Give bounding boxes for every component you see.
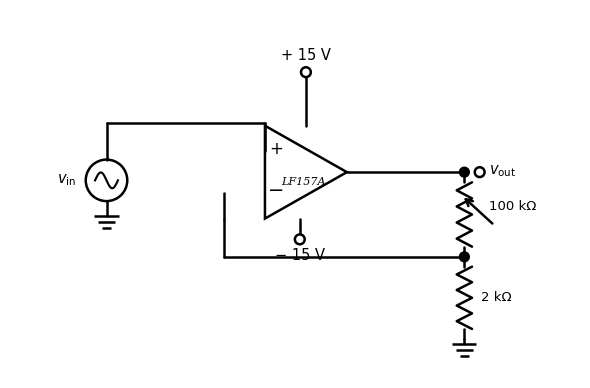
Text: +: + <box>269 140 283 158</box>
Circle shape <box>460 167 469 177</box>
Text: + 15 V: + 15 V <box>281 48 331 63</box>
Text: $v_{\rm out}$: $v_{\rm out}$ <box>489 163 516 179</box>
Circle shape <box>301 67 311 77</box>
Text: $v_{\rm in}$: $v_{\rm in}$ <box>57 173 76 188</box>
Circle shape <box>475 167 484 177</box>
Text: 2 kΩ: 2 kΩ <box>481 291 512 304</box>
Circle shape <box>295 234 304 244</box>
Text: 100 kΩ: 100 kΩ <box>489 200 536 213</box>
Text: −: − <box>268 181 284 200</box>
Text: LF157A: LF157A <box>281 177 326 187</box>
Circle shape <box>460 252 469 262</box>
Text: − 15 V: − 15 V <box>275 248 324 263</box>
